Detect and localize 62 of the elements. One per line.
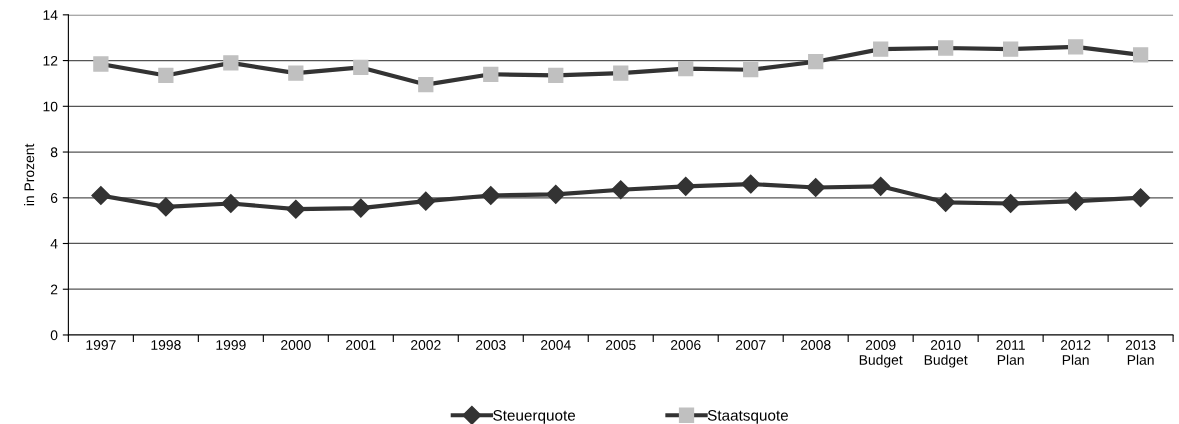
x-tick-label: 1997 xyxy=(86,340,116,350)
x-tick-label: 2010 Budget xyxy=(924,340,968,368)
point xyxy=(288,65,304,81)
y-tick-label: 14 xyxy=(43,10,58,20)
y-axis-title: in Prozent xyxy=(24,143,35,206)
point xyxy=(286,199,306,219)
point xyxy=(1067,39,1084,55)
point xyxy=(223,55,239,71)
point xyxy=(806,177,826,198)
point xyxy=(808,54,824,70)
legend-label: Staatsquote xyxy=(707,409,789,424)
point xyxy=(548,67,564,84)
point xyxy=(481,185,501,206)
point xyxy=(938,40,954,56)
x-tick-label: 2002 xyxy=(411,340,441,350)
y-tick-label: 8 xyxy=(50,147,58,158)
x-tick-label: 2008 xyxy=(800,340,831,350)
point xyxy=(613,65,629,81)
point xyxy=(221,193,241,214)
y-tick-label: 12 xyxy=(43,55,58,66)
point xyxy=(353,59,369,76)
x-tick-label: 2013 Plan xyxy=(1125,340,1156,365)
point xyxy=(93,56,109,72)
x-tick-label: 2012 Plan xyxy=(1060,340,1091,365)
point xyxy=(871,176,891,196)
point xyxy=(611,180,631,200)
x-tick-label: 1998 xyxy=(151,340,181,350)
x-tick-label: 2005 xyxy=(606,340,636,350)
x-tick-label: 2004 xyxy=(541,340,571,350)
point xyxy=(416,191,436,211)
point xyxy=(351,198,371,218)
point xyxy=(483,66,499,82)
point xyxy=(1003,41,1019,57)
x-tick-label: 1999 xyxy=(216,340,246,350)
point xyxy=(873,41,889,57)
point xyxy=(158,67,174,84)
point xyxy=(1131,188,1151,208)
y-tick-label: 4 xyxy=(50,238,58,249)
legend-label: Steuerquote xyxy=(493,409,576,424)
x-tick-label: 2009 Budget xyxy=(859,340,903,368)
x-tick-label: 2003 xyxy=(476,340,506,350)
x-tick-label: 2007 xyxy=(735,340,766,350)
y-tick-label: 10 xyxy=(43,101,58,112)
point xyxy=(418,76,434,93)
point xyxy=(741,174,761,194)
y-tick-label: 6 xyxy=(50,193,58,203)
point xyxy=(743,62,759,78)
point xyxy=(1066,191,1086,211)
y-tick-label: 0 xyxy=(50,330,58,341)
point xyxy=(676,176,696,196)
x-tick-label: 2001 xyxy=(346,340,376,350)
point xyxy=(678,60,694,77)
x-tick-label: 2006 xyxy=(670,340,701,350)
point xyxy=(1132,47,1149,63)
point xyxy=(1001,193,1021,214)
point xyxy=(936,192,956,212)
y-tick-label: 2 xyxy=(50,284,58,295)
x-tick-label: 2000 xyxy=(281,340,311,350)
point xyxy=(156,197,176,217)
point xyxy=(91,185,111,206)
x-tick-label: 2011 Plan xyxy=(996,340,1025,365)
point xyxy=(546,184,566,204)
